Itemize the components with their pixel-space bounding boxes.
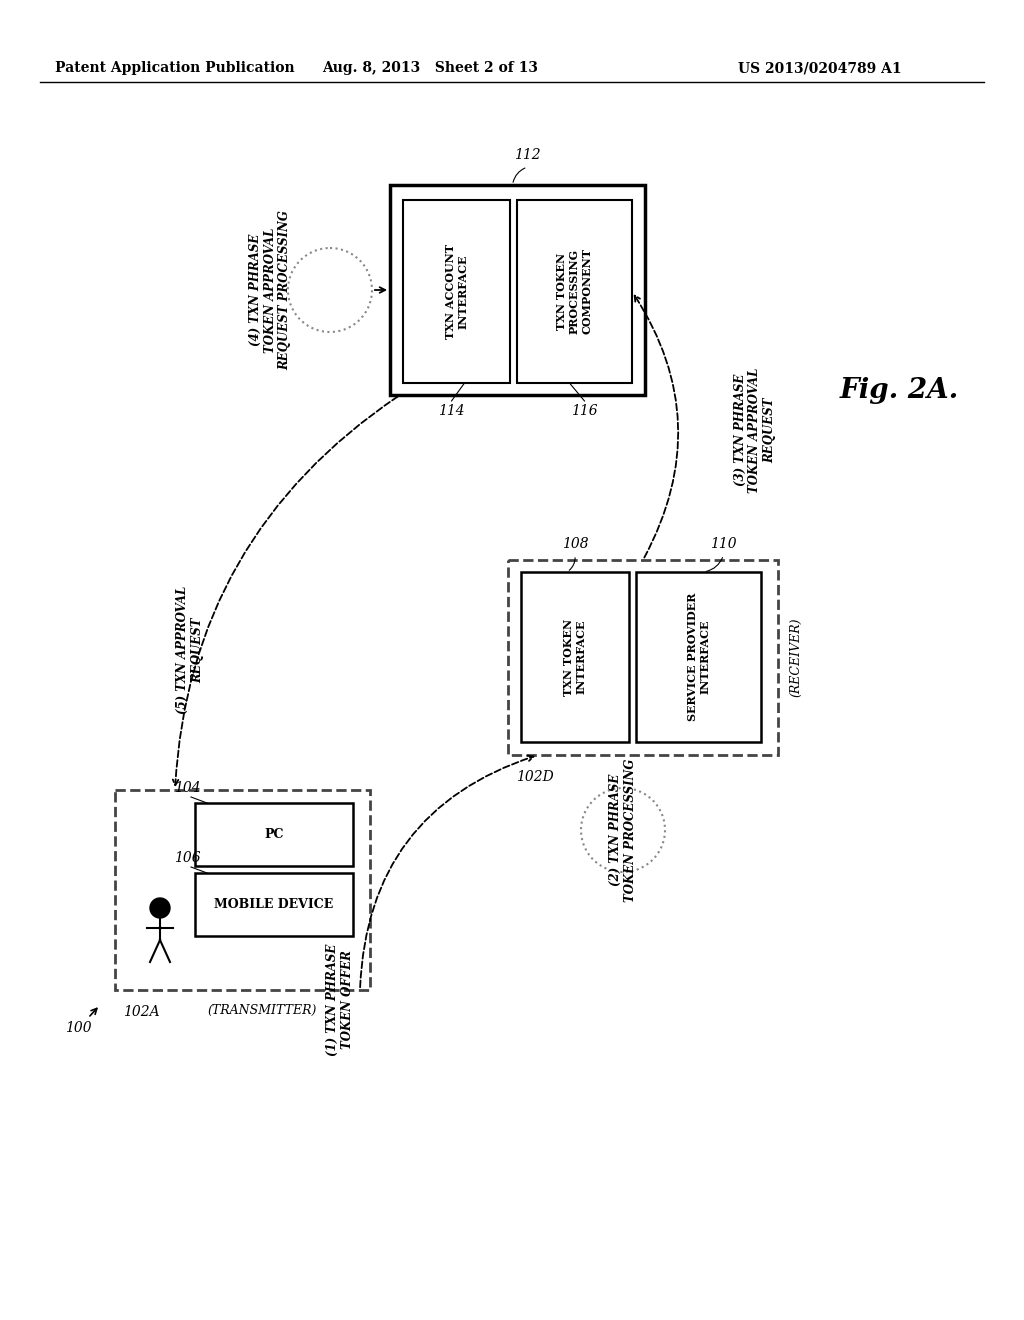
Text: (TRANSMITTER): (TRANSMITTER) <box>208 1003 317 1016</box>
Text: TXN TOKEN
PROCESSING
COMPONENT: TXN TOKEN PROCESSING COMPONENT <box>556 248 593 334</box>
Bar <box>195 803 353 866</box>
Text: TXN TOKEN
INTERFACE: TXN TOKEN INTERFACE <box>563 619 587 696</box>
Text: 110: 110 <box>711 537 737 550</box>
Text: 116: 116 <box>571 404 598 418</box>
Text: 104: 104 <box>174 781 201 795</box>
Text: US 2013/0204789 A1: US 2013/0204789 A1 <box>738 61 902 75</box>
Circle shape <box>150 898 170 917</box>
Bar <box>115 789 370 990</box>
Text: (RECEIVER): (RECEIVER) <box>790 618 803 697</box>
Text: (5) TXN APPROVAL
REQUEST: (5) TXN APPROVAL REQUEST <box>176 586 204 714</box>
Text: PC: PC <box>264 828 284 841</box>
Text: MOBILE DEVICE: MOBILE DEVICE <box>214 898 334 911</box>
Text: Aug. 8, 2013   Sheet 2 of 13: Aug. 8, 2013 Sheet 2 of 13 <box>322 61 538 75</box>
Bar <box>636 572 761 742</box>
Text: 102D: 102D <box>516 770 554 784</box>
Text: (4) TXN PHRASE
TOKEN APPROVAL
REQUEST PROCESSING: (4) TXN PHRASE TOKEN APPROVAL REQUEST PR… <box>249 210 292 370</box>
Text: 106: 106 <box>174 851 201 865</box>
Bar <box>195 873 353 936</box>
Text: 114: 114 <box>438 404 465 418</box>
Text: (1) TXN PHRASE
TOKEN OFFER: (1) TXN PHRASE TOKEN OFFER <box>326 944 354 1056</box>
Text: 102A: 102A <box>123 1005 160 1019</box>
Text: Fig. 2A.: Fig. 2A. <box>840 376 959 404</box>
Text: Patent Application Publication: Patent Application Publication <box>55 61 295 75</box>
Bar <box>517 201 632 383</box>
Bar <box>390 185 645 395</box>
Bar <box>521 572 629 742</box>
Text: 108: 108 <box>562 537 589 550</box>
Text: (2) TXN PHRASE
TOKEN PROCESSING: (2) TXN PHRASE TOKEN PROCESSING <box>609 758 637 902</box>
Bar <box>403 201 510 383</box>
Text: SERVICE PROVIDER
INTERFACE: SERVICE PROVIDER INTERFACE <box>687 593 711 721</box>
Text: (3) TXN PHRASE
TOKEN APPROVAL
REQUEST: (3) TXN PHRASE TOKEN APPROVAL REQUEST <box>733 367 776 492</box>
Text: TXN ACCOUNT
INTERFACE: TXN ACCOUNT INTERFACE <box>444 244 468 339</box>
Bar <box>508 560 778 755</box>
Text: 112: 112 <box>514 148 541 162</box>
Text: 100: 100 <box>65 1020 91 1035</box>
